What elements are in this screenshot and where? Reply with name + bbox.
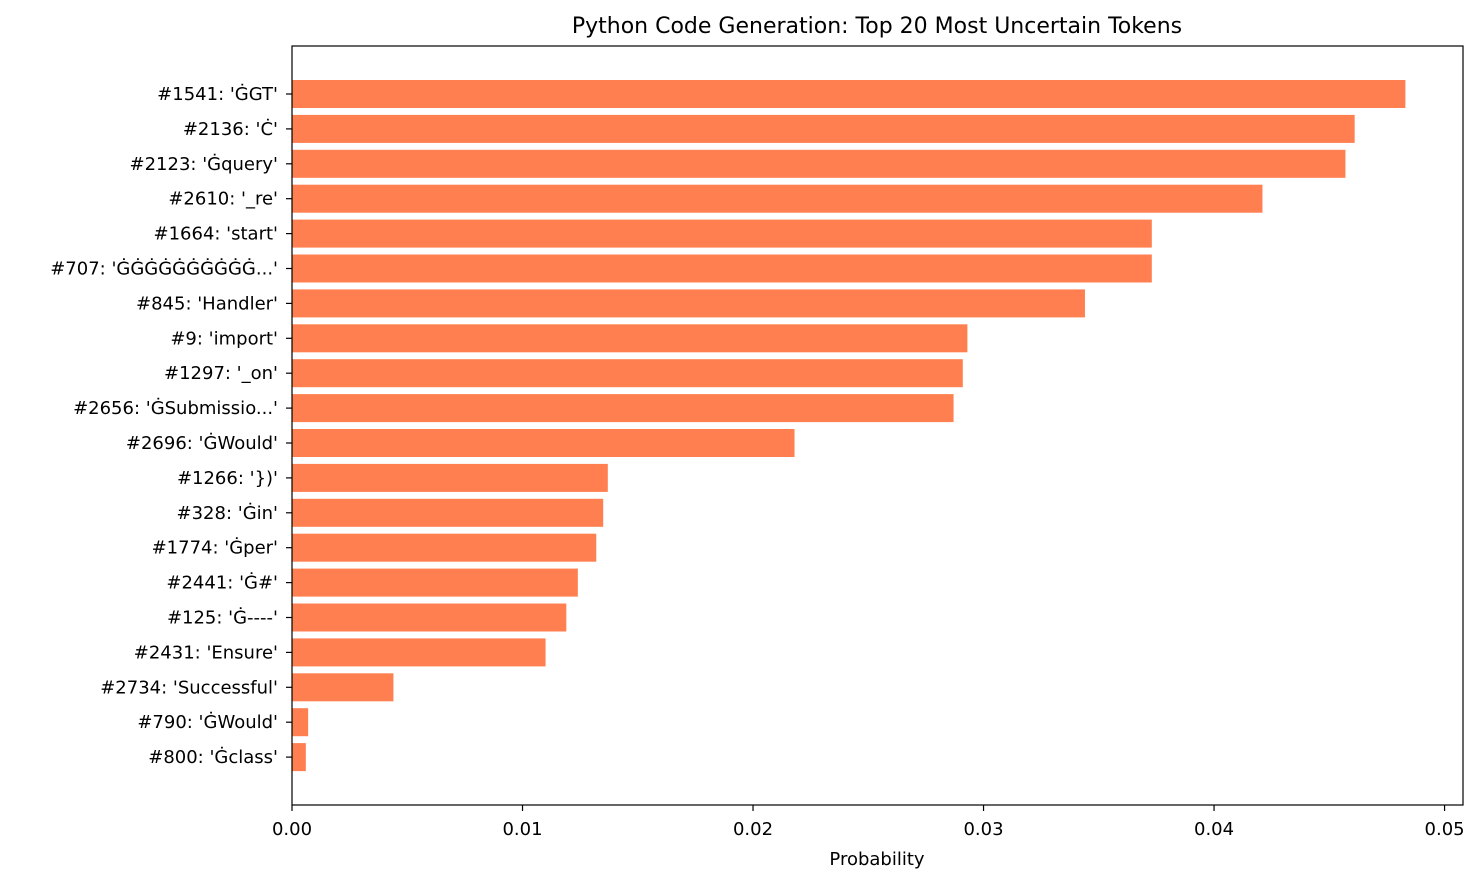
y-tick-label: #2431: 'Ensure' [134,642,278,663]
bar [292,673,394,702]
plot-frame [291,45,1464,806]
y-tick-label: #1664: 'start' [154,224,279,245]
y-tick-label: #845: 'Handler' [136,293,278,314]
y-tick-label: #1541: 'ĠGT' [157,83,278,105]
bar [292,568,578,597]
bar [292,743,306,772]
bar [292,708,309,737]
y-tick-label: #790: 'ĠWould' [137,711,278,733]
bar [292,463,608,492]
bar [292,603,567,632]
y-tick-label: #1297: '_on' [164,363,278,384]
bar [292,289,1085,318]
y-tick-label: #328: 'Ġin' [177,502,278,524]
y-tick-label: #2734: 'Successful' [100,677,278,698]
bar [292,394,954,423]
bar [292,219,1152,248]
chart-title: Python Code Generation: Top 20 Most Unce… [572,14,1182,39]
bar [292,80,1406,108]
y-tick-label: #1266: '})' [177,468,278,489]
bar [292,429,795,457]
bar [292,149,1346,178]
x-tick-label: 0.01 [502,819,542,840]
x-tick-label: 0.03 [963,819,1003,840]
y-tick-label: #2656: 'ĠSubmissio...' [73,397,278,419]
x-axis-ticks: 0.00 0.01 0.02 0.03 0.04 0.05 [272,805,1465,840]
y-tick-label: #9: 'import' [170,328,278,349]
y-tick-label: #1774: 'Ġper' [152,537,278,559]
bar [292,324,968,353]
bar [292,359,963,388]
x-tick-label: 0.00 [272,819,312,840]
bar [292,254,1152,283]
x-tick-label: 0.05 [1425,819,1465,840]
y-tick-label: #2123: 'Ġquery' [130,153,278,175]
bar [292,533,597,562]
x-tick-label: 0.02 [733,819,773,840]
y-tick-label: #125: 'Ġ----' [167,607,278,629]
y-tick-label: #2136: 'Ċ' [183,118,278,140]
y-axis-ticks: #1541: 'ĠGT' #2136: 'Ċ' #2123: 'Ġquery' #26… [50,83,292,768]
y-tick-label: #800: 'Ġclass' [148,746,278,768]
bar [292,638,546,667]
y-tick-label: #2696: 'ĠWould' [126,432,278,454]
x-tick-label: 0.04 [1194,819,1234,840]
bars-group [292,80,1406,772]
y-tick-label: #707: 'ĠĠĠĠĠĠĠĠĠĠ...' [50,258,278,280]
bar [292,498,604,527]
bar [292,184,1263,213]
y-tick-label: #2610: '_re' [168,189,278,210]
bar [292,114,1355,143]
y-tick-label: #2441: 'Ġ#' [166,572,278,594]
x-axis-label: Probability [829,849,924,870]
